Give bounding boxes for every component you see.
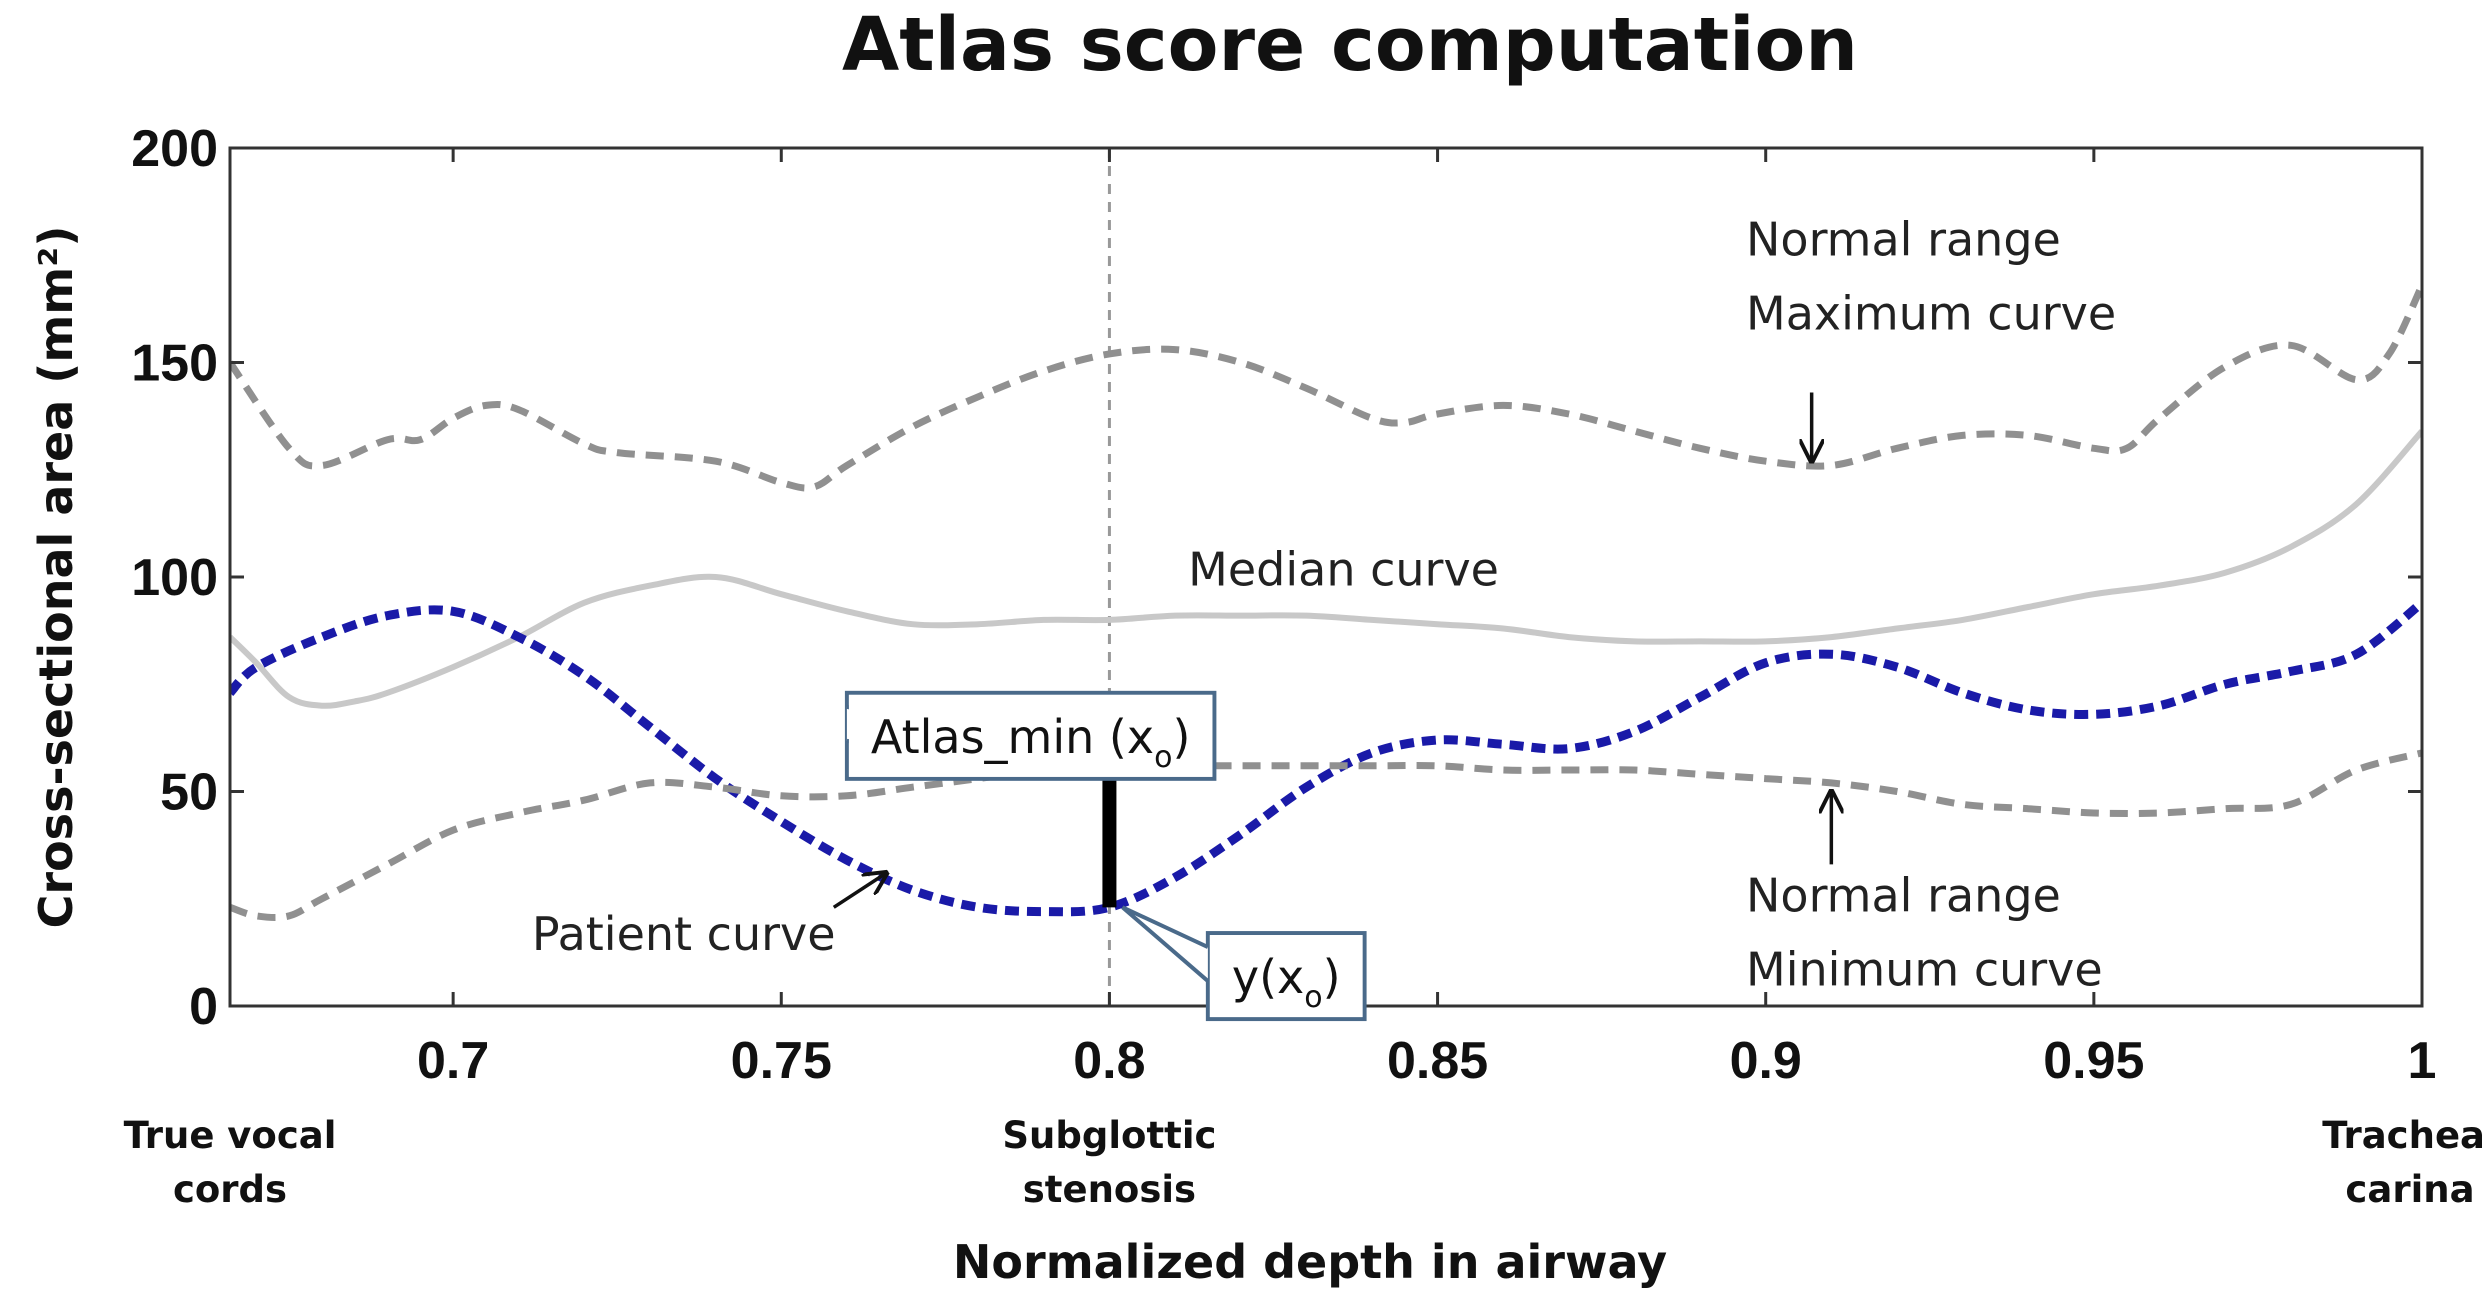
landmark-label: stenosis (1023, 1168, 1196, 1211)
annotation-patient-arrow (832, 873, 887, 909)
landmark-label: Tracheal (2322, 1114, 2482, 1157)
annotation-max-label: Normal range (1746, 212, 2061, 266)
series-min-curve (230, 749, 2422, 922)
x-tick-label: 0.7 (417, 1032, 489, 1090)
series-median-curve (230, 429, 2422, 709)
landmark-label: True vocal (124, 1114, 337, 1157)
annotation-min-label: Minimum curve (1746, 943, 2103, 997)
callout-atlas_min: Atlas_min (xo) (844, 690, 1217, 781)
callout-y_xo-pointer (1121, 905, 1210, 983)
landmark-label: Subglottic (1002, 1114, 1216, 1157)
y-tick-label: 0 (189, 978, 218, 1036)
series-max-curve (230, 283, 2422, 492)
annotation-max-label: Maximum curve (1746, 286, 2116, 340)
landmark-label: carina (2345, 1168, 2474, 1211)
y-tick-label: 200 (131, 120, 218, 178)
annotation-layer: Normal range Maximum curve Median curve Nor… (532, 212, 2116, 1022)
callout-y_xo: y(xo) (1121, 905, 1367, 1022)
chart-title: Atlas score computation (842, 2, 1858, 88)
axes-layer: 0.7 0.75 0.8 0.85 0.9 0.95 1 0 50 100 150 200 True v… (124, 120, 2482, 1211)
y-axis-label: Cross-sectional area (mm²) (29, 226, 83, 929)
landmark-label: cords (173, 1168, 287, 1211)
y-tick-label: 100 (131, 549, 218, 607)
x-tick-label: 0.85 (1387, 1032, 1488, 1090)
x-tick-label: 0.75 (731, 1032, 832, 1090)
y-tick-label: 150 (131, 335, 218, 393)
annotation-min-label: Normal range (1746, 869, 2061, 923)
series-layer (230, 283, 2422, 922)
x-tick-label: 1 (2408, 1032, 2437, 1090)
y-tick-label: 50 (160, 764, 218, 822)
annotation-patient-label: Patient curve (532, 907, 836, 961)
callout-atlas_min-fill (848, 694, 1213, 777)
x-tick-label: 0.9 (1730, 1032, 1802, 1090)
annotation-median-label: Median curve (1188, 543, 1499, 597)
x-axis-label: Normalized depth in airway (953, 1235, 1667, 1289)
x-tick-label: 0.8 (1073, 1032, 1145, 1090)
x-tick-label: 0.95 (2043, 1032, 2144, 1090)
series-patient-curve (230, 599, 2422, 917)
callout-y_xo-fill (1209, 935, 1363, 1018)
